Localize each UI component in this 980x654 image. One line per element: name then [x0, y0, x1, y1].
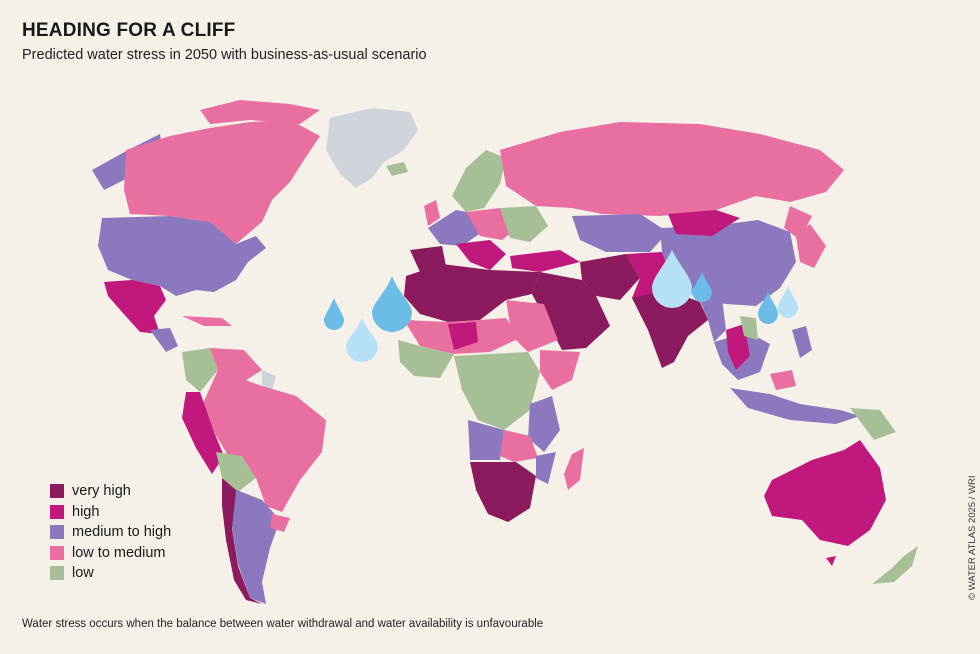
- region-kamchatka: [784, 206, 812, 240]
- region-mongolia: [668, 210, 740, 236]
- region-scandinavia: [452, 150, 506, 212]
- water-drop-icon: [692, 272, 712, 302]
- region-arctic-islands: [200, 100, 320, 124]
- region-mozambique: [536, 452, 556, 484]
- region-turkey: [510, 250, 580, 272]
- region-southern-africa: [470, 462, 536, 522]
- region-mexico: [104, 280, 166, 334]
- region-peru: [182, 392, 224, 474]
- legend-item-medium-to-high: medium to high: [50, 522, 171, 543]
- region-uruguay: [270, 514, 290, 532]
- legend-swatch: [50, 504, 64, 519]
- region-bangladesh-myanmar: [700, 298, 726, 342]
- region-caucasus-central-asia: [572, 214, 668, 252]
- water-drop-icon: [346, 318, 378, 362]
- region-indonesia: [730, 388, 860, 424]
- region-iceland: [386, 162, 408, 176]
- water-drop-icon: [324, 298, 344, 330]
- region-uk: [424, 200, 440, 226]
- region-central-africa: [454, 352, 540, 430]
- region-arabia: [532, 272, 610, 350]
- legend-swatch: [50, 484, 64, 499]
- region-iberia: [410, 246, 446, 272]
- region-west-coast-africa: [398, 340, 454, 378]
- region-india: [632, 290, 708, 368]
- region-angola: [468, 420, 504, 460]
- region-zambia: [500, 430, 538, 462]
- region-western-europe: [428, 210, 482, 246]
- legend-label: very high: [72, 483, 131, 500]
- region-horn-of-africa: [540, 350, 580, 390]
- region-venezuela: [210, 348, 262, 384]
- region-papua: [850, 408, 896, 440]
- region-china: [660, 220, 796, 306]
- map-legend: very high high medium to high low to med…: [50, 481, 171, 584]
- region-chile: [222, 478, 262, 604]
- region-philippines: [792, 326, 812, 358]
- water-drop-icon: [778, 286, 798, 318]
- region-new-zealand: [872, 546, 918, 584]
- credit-line: © WATER ATLAS 2025 / WRI: [967, 475, 978, 600]
- legend-label: low to medium: [72, 544, 166, 561]
- map-subtitle: Predicted water stress in 2050 with busi…: [22, 47, 427, 63]
- legend-item-very-high: very high: [50, 481, 171, 502]
- region-sudan: [506, 300, 558, 352]
- legend-label: medium to high: [72, 524, 172, 541]
- region-argentina: [232, 488, 280, 604]
- water-drop-icon: [758, 292, 778, 324]
- water-drop-icon: [652, 250, 692, 308]
- region-central-america: [150, 328, 178, 352]
- region-tasmania: [826, 556, 836, 566]
- legend-item-high: high: [50, 502, 171, 523]
- legend-swatch: [50, 545, 64, 560]
- region-caribbean: [182, 316, 232, 326]
- region-guianas: [262, 370, 276, 390]
- region-colombia: [182, 348, 218, 392]
- legend-label: high: [72, 503, 100, 520]
- legend-swatch: [50, 525, 64, 540]
- region-brazil: [200, 370, 326, 512]
- region-usa: [98, 216, 266, 296]
- legend-label: low: [72, 565, 94, 582]
- region-russia: [500, 122, 844, 216]
- legend-item-low: low: [50, 563, 171, 584]
- region-eastern-europe: [500, 206, 548, 242]
- footnote: Water stress occurs when the balance bet…: [22, 618, 544, 630]
- region-niger: [448, 322, 478, 350]
- map-title: HEADING FOR A CLIFF: [22, 20, 236, 41]
- region-east-africa: [528, 396, 560, 452]
- region-australia: [764, 440, 886, 546]
- water-drop-icon: [372, 276, 412, 332]
- region-north-africa: [404, 264, 540, 322]
- region-iran: [580, 254, 640, 300]
- legend-item-low-to-medium: low to medium: [50, 543, 171, 564]
- region-korea-japan: [796, 224, 826, 268]
- region-bolivia: [216, 452, 256, 492]
- region-canada: [124, 120, 320, 244]
- region-greenland: [326, 108, 418, 188]
- region-italy-balkans: [456, 240, 506, 270]
- region-malaysia: [770, 370, 796, 390]
- legend-swatch: [50, 566, 64, 581]
- region-vietnam: [740, 316, 758, 340]
- region-madagascar: [564, 448, 584, 490]
